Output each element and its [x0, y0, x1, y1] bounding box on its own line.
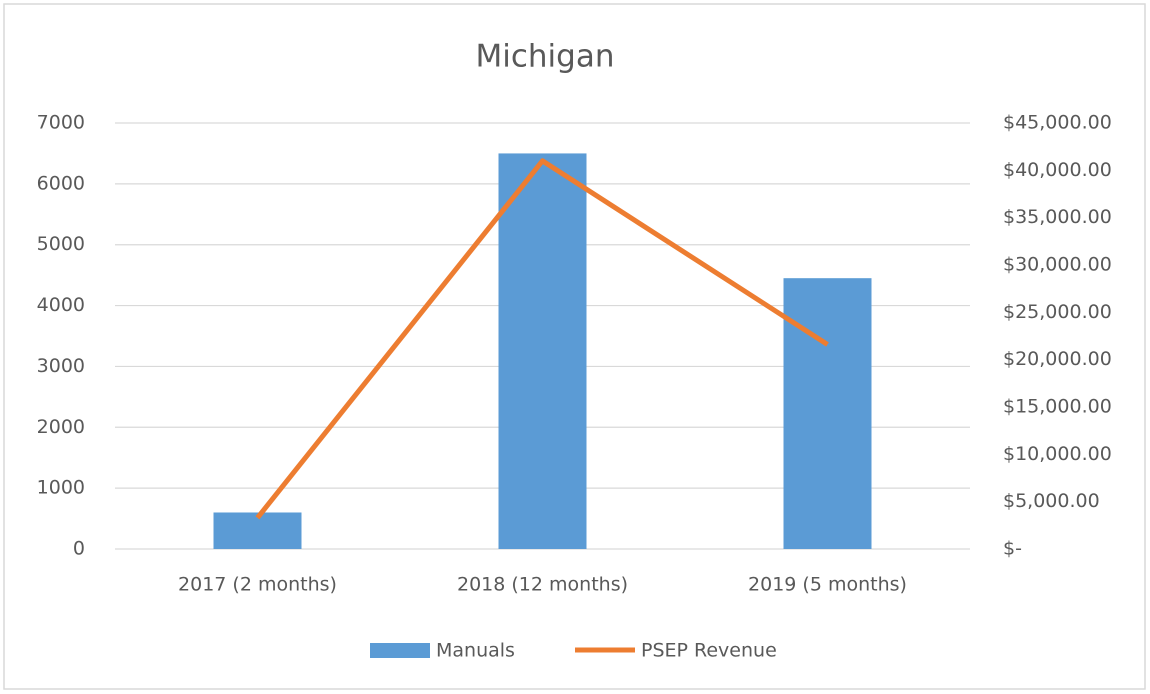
y-tick-label: 2000	[37, 416, 85, 438]
line	[255, 158, 829, 520]
y-tick-label: 5000	[37, 233, 85, 255]
y-tick-label: 7000	[37, 112, 85, 134]
y-tick-label: 3000	[37, 355, 85, 377]
x-tick-label: 2019 (5 months)	[748, 574, 907, 596]
x-tick-label: 2018 (12 months)	[457, 574, 628, 596]
y2-tick-label: $25,000.00	[1003, 301, 1112, 323]
y2-tick-label: $-	[1003, 538, 1022, 560]
y2-tick-label: $30,000.00	[1003, 254, 1112, 276]
bar	[783, 278, 872, 549]
y-tick-label: 1000	[37, 477, 85, 499]
y-tick-label: 0	[73, 538, 85, 560]
legend-label: Manuals	[436, 640, 515, 662]
y2-tick-label: $15,000.00	[1003, 396, 1112, 418]
y2-tick-label: $40,000.00	[1003, 159, 1112, 181]
x-tick-label: 2017 (2 months)	[178, 574, 337, 596]
y2-tick-label: $45,000.00	[1003, 112, 1112, 134]
chart-title: Michigan	[476, 39, 615, 75]
legend-swatch	[370, 643, 430, 658]
y2-tick-label: $5,000.00	[1003, 490, 1100, 512]
bar	[213, 512, 302, 549]
y2-tick-label: $20,000.00	[1003, 348, 1112, 370]
y-tick-label: 6000	[37, 172, 85, 194]
y2-tick-label: $35,000.00	[1003, 206, 1112, 228]
y2-tick-label: $10,000.00	[1003, 443, 1112, 465]
legend-label: PSEP Revenue	[641, 640, 777, 662]
bar	[498, 153, 587, 549]
y-tick-label: 4000	[37, 294, 85, 316]
